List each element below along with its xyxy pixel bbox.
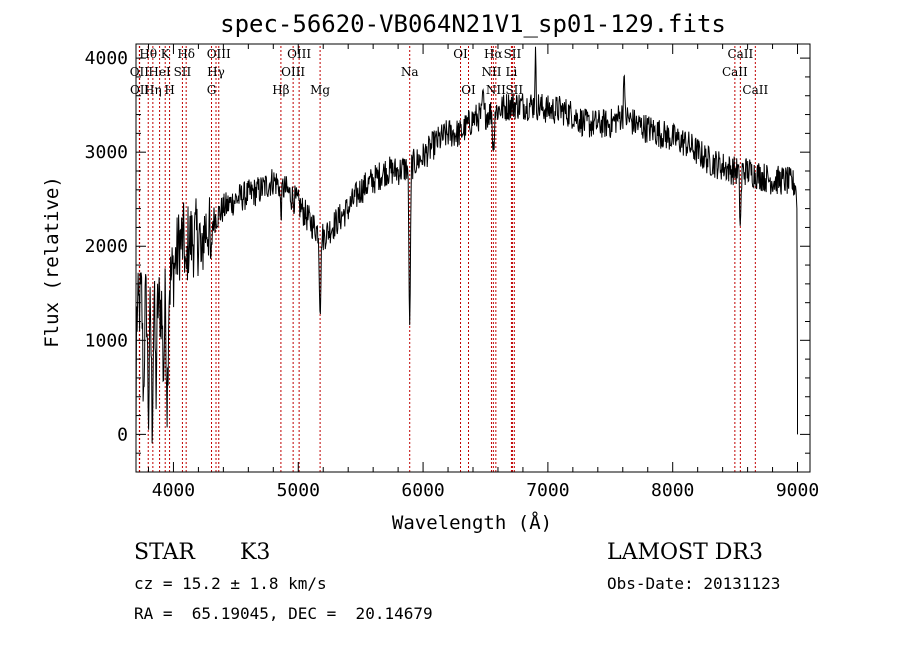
- chart-title: spec-56620-VB064N21V1_sp01-129.fits: [220, 10, 726, 38]
- line-label: Hβ: [272, 83, 289, 97]
- line-label: Na: [401, 65, 419, 79]
- y-tick-label: 2000: [85, 236, 128, 257]
- y-tick-label: 0: [117, 424, 128, 445]
- line-label: Li: [506, 65, 518, 79]
- x-tick-label: 9000: [776, 480, 819, 501]
- line-label: SII: [505, 83, 523, 97]
- redshift-value: cz = 15.2 ± 1.8 km/s: [134, 574, 327, 593]
- line-label: CaII: [722, 65, 748, 79]
- x-axis-label: Wavelength (Å): [392, 511, 552, 534]
- line-label: G: [207, 83, 217, 97]
- line-label: OII: [130, 83, 150, 97]
- line-label: OI: [453, 47, 468, 61]
- line-label: OI: [461, 83, 476, 97]
- spectral-line-markers: [138, 46, 756, 472]
- line-label: CaII: [742, 83, 768, 97]
- object-class: STAR: [134, 540, 195, 565]
- y-tick-label: 3000: [85, 142, 128, 163]
- x-tick-label: 4000: [152, 480, 195, 501]
- object-subclass: K3: [240, 540, 271, 565]
- plot-frame: [135, 43, 811, 473]
- line-label: Mg: [310, 83, 330, 97]
- y-tick-label: 1000: [85, 330, 128, 351]
- line-label: HeI: [148, 65, 171, 79]
- line-label: SII: [504, 47, 522, 61]
- line-label: OIII: [287, 47, 311, 61]
- line-label: OIII: [281, 65, 305, 79]
- line-label: OII: [130, 65, 150, 79]
- line-label: CaII: [727, 47, 753, 61]
- x-tick-label: 5000: [277, 480, 320, 501]
- line-label: Hη: [144, 83, 162, 97]
- line-label: SII: [174, 65, 192, 79]
- line-label: Hγ: [207, 65, 225, 79]
- spectrum-series: [135, 46, 798, 444]
- x-tick-label: 6000: [401, 480, 444, 501]
- y-axis-label: Flux (relative): [41, 176, 63, 348]
- x-tick-label: 7000: [526, 480, 569, 501]
- line-label: K: [161, 47, 171, 61]
- x-tick-label: 8000: [651, 480, 694, 501]
- line-label: Hα: [484, 47, 503, 61]
- line-label: H: [164, 83, 174, 97]
- line-label: Hδ: [177, 47, 195, 61]
- line-label: NII: [486, 83, 506, 97]
- axis-ticks: 4000 5000 6000 7000 8000 9000 0 1000 2000 3000 400…: [85, 44, 819, 501]
- line-label: Hθ: [139, 47, 157, 61]
- observation-date: Obs-Date: 20131123: [607, 574, 781, 593]
- line-label: NII: [481, 65, 501, 79]
- survey-name: LAMOST DR3: [607, 540, 763, 565]
- coordinates: RA = 65.19045, DEC = 20.14679: [134, 604, 433, 623]
- line-label: OIII: [207, 47, 231, 61]
- y-tick-label: 4000: [85, 48, 128, 69]
